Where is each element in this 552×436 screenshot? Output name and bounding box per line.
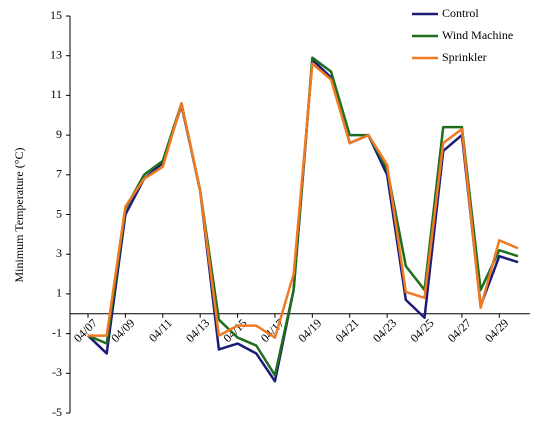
x-tick-label: 04/23 <box>370 316 399 345</box>
y-tick-label: 11 <box>50 87 62 101</box>
x-tick-label: 04/21 <box>333 316 362 345</box>
y-tick-label: -3 <box>52 365 62 379</box>
x-tick-label: 04/11 <box>146 316 175 345</box>
x-tick-label: 04/19 <box>295 316 324 345</box>
y-tick-label: 1 <box>56 286 62 300</box>
legend-label: Sprinkler <box>442 50 487 64</box>
y-tick-label: 5 <box>56 206 62 220</box>
y-axis-label: Minimum Temperature (°C) <box>12 147 26 282</box>
x-tick-label: 04/27 <box>445 316 474 345</box>
legend-label: Control <box>442 6 479 20</box>
y-tick-label: 7 <box>56 167 62 181</box>
y-tick-label: 3 <box>56 246 62 260</box>
x-tick-label: 04/29 <box>482 316 511 345</box>
legend-label: Wind Machine <box>442 28 513 42</box>
y-tick-label: 13 <box>50 47 62 61</box>
y-tick-label: 9 <box>56 127 62 141</box>
y-tick-label: -1 <box>52 325 62 339</box>
x-tick-label: 04/13 <box>183 316 212 345</box>
x-tick-label: 04/09 <box>108 316 137 345</box>
y-tick-label: -5 <box>52 405 62 419</box>
x-tick-label: 04/07 <box>71 316 100 345</box>
y-tick-label: 15 <box>50 8 62 22</box>
x-tick-label: 04/25 <box>407 316 436 345</box>
series-line <box>88 62 519 339</box>
